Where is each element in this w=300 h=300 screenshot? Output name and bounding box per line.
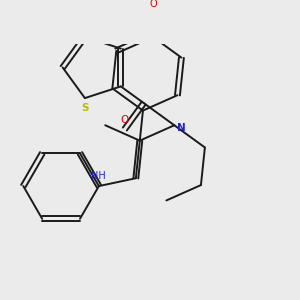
Text: S: S (81, 103, 88, 112)
Text: N: N (177, 123, 186, 133)
Text: NH: NH (92, 171, 106, 181)
Text: O: O (149, 0, 157, 9)
Text: O: O (121, 115, 129, 124)
